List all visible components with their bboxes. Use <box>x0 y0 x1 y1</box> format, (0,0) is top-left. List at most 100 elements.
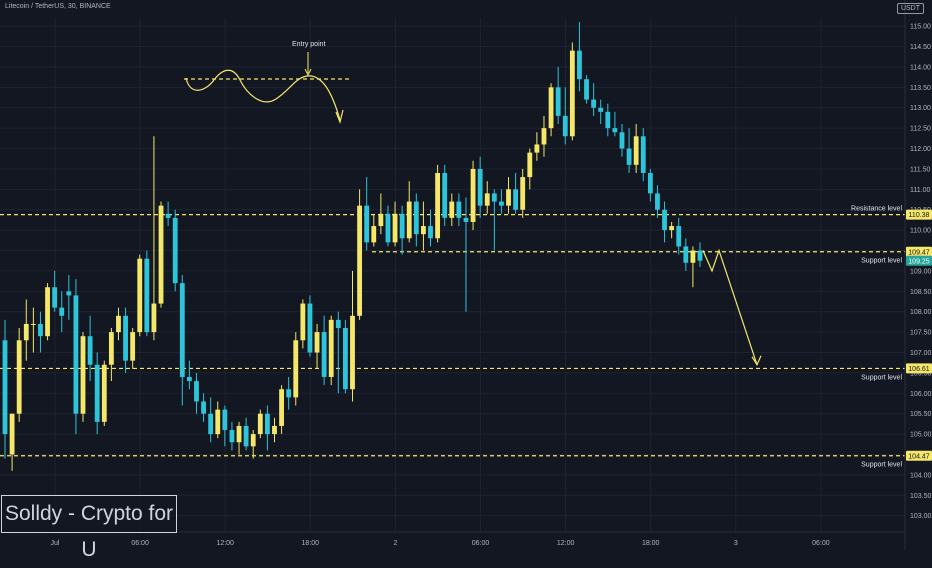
candle-body <box>449 201 455 218</box>
candle-body <box>676 226 682 247</box>
candle-body <box>413 201 419 235</box>
price-tick-label: 106.00 <box>910 391 932 398</box>
time-tick-label: 12:00 <box>557 540 575 547</box>
projection-arrowhead <box>751 355 762 367</box>
candle-body <box>697 250 703 261</box>
candle-body <box>640 136 646 174</box>
candle-body <box>279 389 284 426</box>
candles-group <box>2 22 703 471</box>
price-label-box <box>906 246 932 257</box>
candle-body <box>491 193 497 202</box>
candle-body <box>80 336 86 414</box>
price-axis[interactable]: 103.00103.50104.00104.50105.00105.50106.… <box>904 0 932 550</box>
candle-body <box>562 115 568 137</box>
candle-body <box>655 193 660 210</box>
candle-body <box>421 226 426 235</box>
level-label: Support level <box>861 374 902 381</box>
candle-body <box>399 213 405 239</box>
candle-body <box>541 128 547 145</box>
price-label-box <box>906 255 932 266</box>
candle-body <box>555 87 561 116</box>
candle-body <box>342 328 348 390</box>
candle-body <box>52 287 58 308</box>
candle-body <box>87 336 93 365</box>
price-tick-label: 106.50 <box>910 370 932 377</box>
candle-body <box>45 287 50 337</box>
candle-body <box>73 295 79 414</box>
time-tick-label: 18:00 <box>302 540 320 547</box>
candle-body <box>208 413 214 435</box>
time-tick-label: 18:00 <box>642 540 660 547</box>
candle-body <box>38 323 43 337</box>
candle-body <box>520 177 526 210</box>
candle-body <box>300 303 306 341</box>
price-tick-label: 111.50 <box>910 166 930 173</box>
time-tick-label: 06:00 <box>131 540 149 547</box>
candle-body <box>2 340 8 435</box>
candle-body <box>222 409 228 431</box>
price-tick-label: 103.00 <box>910 513 932 520</box>
candle-body <box>662 209 667 231</box>
price-tick-label: 113.50 <box>910 85 931 92</box>
price-tick-label: 115.00 <box>910 24 931 31</box>
candle-body <box>116 315 121 333</box>
candle-body <box>186 376 192 382</box>
candle-body <box>569 50 575 137</box>
candle-body <box>506 189 511 206</box>
candle-body <box>612 128 618 133</box>
projection-path <box>702 248 758 365</box>
price-tick-label: 109.00 <box>910 268 932 275</box>
candle-body <box>151 303 157 333</box>
candle-body <box>172 217 178 284</box>
candle-body <box>378 213 384 227</box>
candle-body <box>321 332 327 377</box>
candle-body <box>534 144 540 153</box>
price-tick-label: 113.00 <box>910 105 931 112</box>
candle-body <box>94 364 100 422</box>
candle-body <box>123 315 128 361</box>
candle-body <box>314 332 320 353</box>
price-tick-label: 112.50 <box>910 126 931 133</box>
candle-body <box>250 434 256 447</box>
price-tick-label: 114.50 <box>910 44 931 51</box>
candle-body <box>484 193 490 206</box>
candle-body <box>385 213 391 243</box>
candle-body <box>456 201 462 218</box>
currency-button[interactable]: USDT <box>896 3 924 14</box>
time-tick-label: 06:00 <box>812 540 830 547</box>
price-tick-label: 103.50 <box>910 493 932 500</box>
candle-body <box>647 173 653 194</box>
time-tick-label: 06:00 <box>472 540 490 547</box>
price-label-box <box>906 363 932 374</box>
candle-body <box>364 205 370 243</box>
candle-body <box>130 332 136 361</box>
price-label-text: 109.25 <box>908 258 930 265</box>
price-chart[interactable]: Resistance level Support level Support lev… <box>0 0 932 550</box>
level-label: Support level <box>861 462 902 469</box>
candle-body <box>513 189 519 210</box>
candle-body <box>16 340 22 414</box>
candle-body <box>357 205 363 316</box>
price-tick-label: 114.00 <box>910 64 931 71</box>
candle-body <box>428 226 433 239</box>
time-tick-label: 3 <box>734 540 738 547</box>
candle-body <box>577 50 582 80</box>
candle-body <box>591 99 597 108</box>
price-tick-label: 104.00 <box>910 472 932 479</box>
candle-body <box>470 168 476 222</box>
price-label-text: 104.47 <box>908 453 930 460</box>
price-tick-label: 105.50 <box>910 411 932 418</box>
drawings-group <box>184 52 762 367</box>
candle-body <box>286 389 292 398</box>
candle-body <box>335 319 341 329</box>
price-tick-label: 107.00 <box>910 350 932 357</box>
price-tick-label: 111.00 <box>910 187 930 194</box>
candle-body <box>598 107 604 112</box>
candle-body <box>633 136 639 165</box>
price-tick-label: 112.00 <box>910 146 931 153</box>
candle-body <box>690 250 696 263</box>
candle-body <box>215 409 221 435</box>
price-label-text: 109.47 <box>908 249 930 256</box>
candle-body <box>669 226 675 231</box>
candle-body <box>30 323 36 325</box>
